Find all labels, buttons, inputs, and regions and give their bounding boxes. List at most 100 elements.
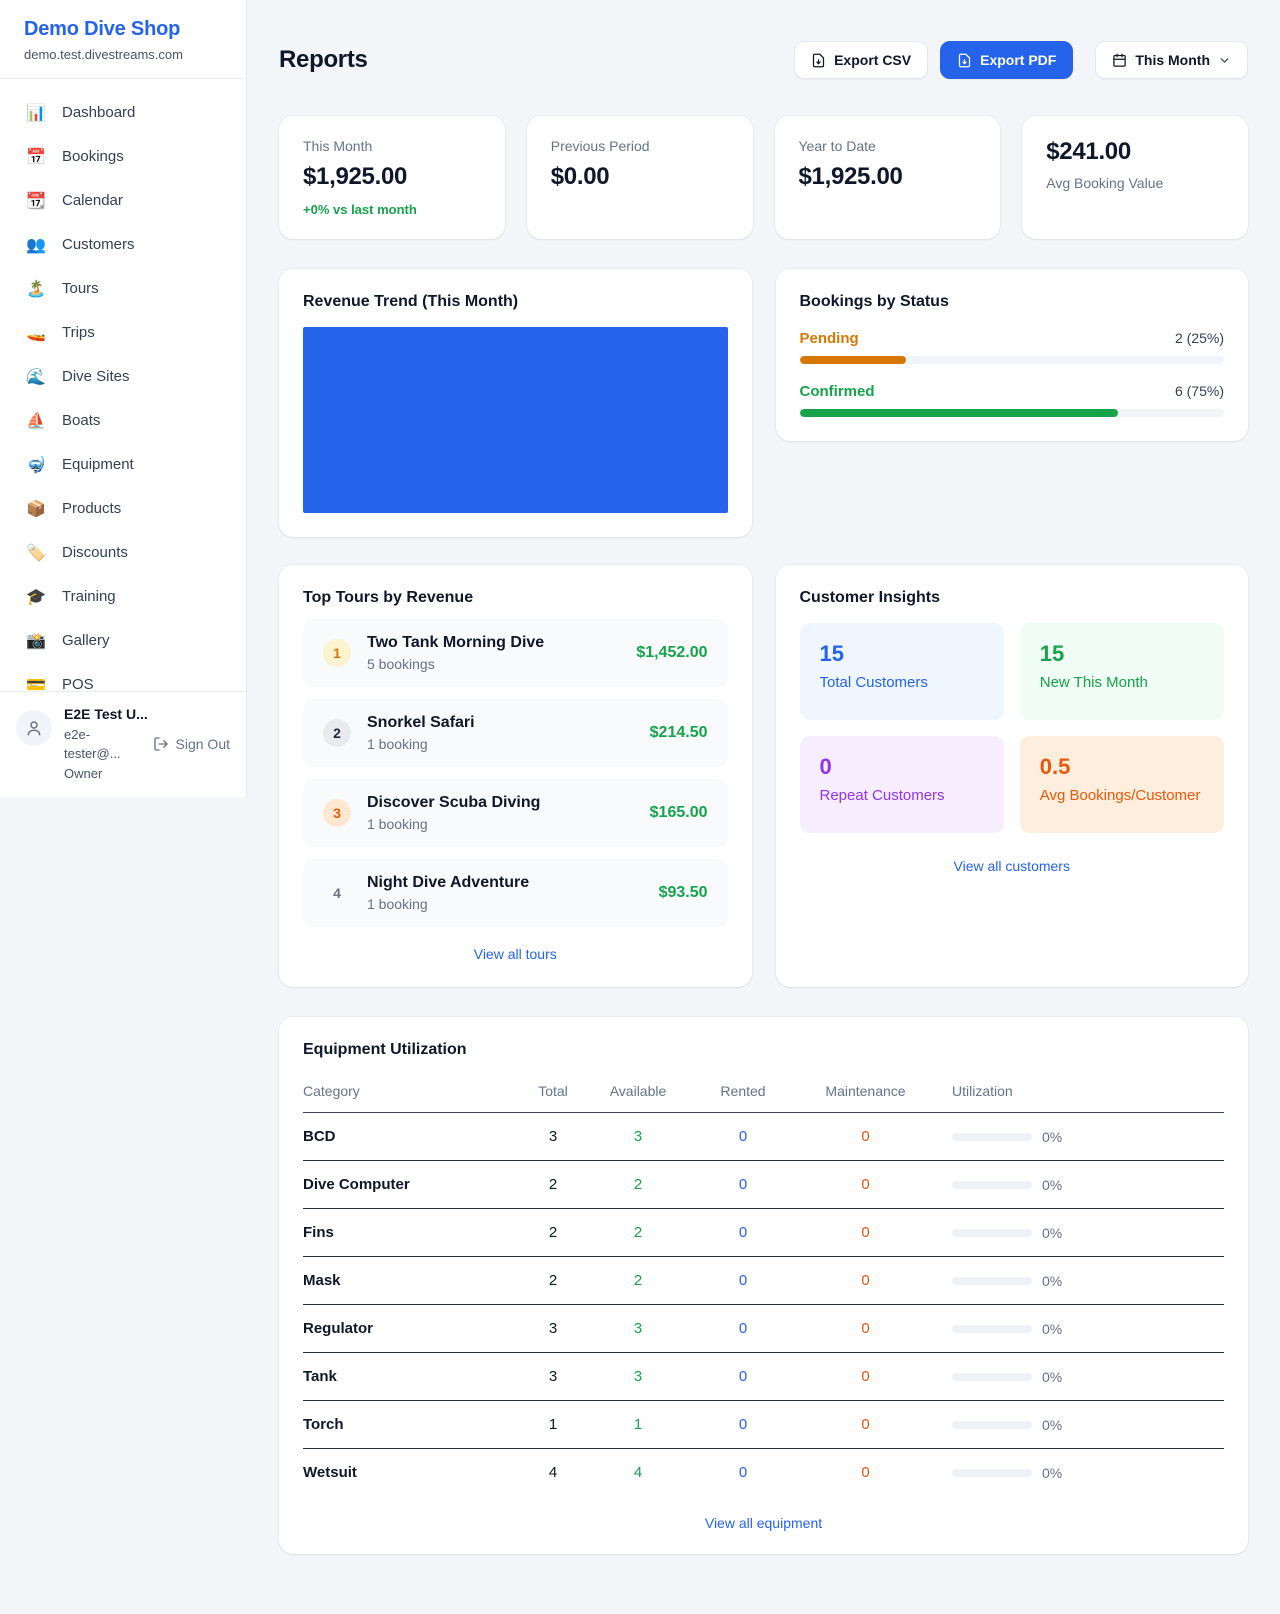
- status-bar-fill: [799, 356, 906, 365]
- cell-utilization: 0%: [928, 1304, 1224, 1354]
- insight-value: 15: [819, 641, 844, 667]
- sidebar-item-label: Gallery: [62, 632, 110, 649]
- insight-label: Repeat Customers: [819, 787, 945, 805]
- tour-info: Two Tank Morning Dive 5 bookings: [367, 634, 544, 672]
- utilization-percent: 0%: [1042, 1368, 1063, 1385]
- sidebar-item-gallery[interactable]: 📸 Gallery: [12, 621, 234, 660]
- sidebar-item-dive-sites[interactable]: 🌊 Dive Sites: [12, 357, 234, 396]
- equipment-table-header: Category Total Available Rented Maintenance U…: [303, 1067, 1224, 1114]
- view-all-customers-link[interactable]: View all customers: [800, 857, 1225, 875]
- utilization-bar: 0%: [952, 1321, 1224, 1337]
- brand-domain: demo.test.divestreams.com: [24, 47, 183, 62]
- insight-value: 15: [1039, 641, 1065, 667]
- export-pdf-button[interactable]: Export PDF: [940, 41, 1074, 80]
- cell-available: 3: [593, 1304, 683, 1354]
- view-all-equipment-link[interactable]: View all equipment: [303, 1514, 1224, 1532]
- tour-revenue: $93.50: [658, 884, 708, 902]
- cell-utilization: 0%: [928, 1352, 1224, 1402]
- camera-flash-icon: 📸: [26, 631, 46, 650]
- page-header: Reports Export CSV Export PDF: [279, 30, 1248, 90]
- status-row: Confirmed 6 (75%): [799, 383, 1225, 418]
- column-header-rented: Rented: [683, 1067, 803, 1114]
- cell-available: 2: [593, 1256, 683, 1306]
- utilization-bar: 0%: [952, 1129, 1224, 1145]
- user-email: e2e-tester@...: [64, 726, 121, 762]
- utilization-bar: 0%: [952, 1417, 1224, 1433]
- utilization-track: [952, 1228, 1032, 1237]
- tour-name: Two Tank Morning Dive: [367, 634, 545, 652]
- table-row: Fins 2 2 0 0 0%: [303, 1208, 1224, 1258]
- chevron-down-icon: [1218, 54, 1231, 67]
- calendar-icon: 📅: [26, 147, 46, 166]
- stat-label: Year to Date: [798, 138, 876, 155]
- file-download-icon: [811, 53, 826, 68]
- cell-available: 3: [593, 1112, 683, 1162]
- utilization-percent: 0%: [1042, 1272, 1063, 1289]
- sign-out-button[interactable]: Sign Out: [153, 734, 230, 755]
- cell-available: 2: [593, 1160, 683, 1210]
- sidebar-item-trips[interactable]: 🚤 Trips: [12, 313, 234, 352]
- top-tours-title: Top Tours by Revenue: [303, 589, 474, 607]
- column-header-maintenance: Maintenance: [803, 1067, 928, 1114]
- bar-chart-icon: 📊: [26, 103, 46, 122]
- stat-card: Previous Period $0.00: [526, 116, 753, 240]
- sidebar-item-products[interactable]: 📦 Products: [12, 489, 234, 528]
- utilization-percent: 0%: [1042, 1176, 1063, 1193]
- graduation-cap-icon: 🎓: [26, 587, 46, 606]
- sidebar-item-pos[interactable]: 💳 POS: [12, 665, 234, 704]
- table-row: Wetsuit 4 4 0 0 0%: [303, 1449, 1224, 1497]
- revenue-trend-title: Revenue Trend (This Month): [303, 293, 519, 311]
- sidebar-item-tours[interactable]: 🏝️ Tours: [12, 269, 234, 308]
- sidebar-item-bookings[interactable]: 📅 Bookings: [12, 137, 234, 176]
- stat-value: $1,925.00: [798, 163, 903, 191]
- utilization-track: [952, 1180, 1032, 1189]
- cell-maintenance: 0: [803, 1352, 928, 1402]
- cell-utilization: 0%: [928, 1208, 1224, 1258]
- cell-available: 3: [593, 1352, 683, 1402]
- status-head: Confirmed 6 (75%): [800, 383, 1225, 400]
- sidebar-item-customers[interactable]: 👥 Customers: [12, 225, 234, 264]
- logout-icon: [153, 736, 169, 752]
- stat-delta: +0% vs last month: [303, 202, 417, 218]
- sidebar-item-training[interactable]: 🎓 Training: [12, 577, 234, 616]
- sidebar-item-label: Bookings: [62, 148, 124, 165]
- stat-card: This Month $1,925.00 +0% vs last month: [279, 116, 505, 240]
- sidebar-nav: 📊 Dashboard 📅 Bookings 📆 Calendar 👥 Customers 🏝️…: [0, 79, 246, 704]
- cell-maintenance: 0: [803, 1160, 928, 1210]
- wave-icon: 🌊: [26, 367, 46, 386]
- sidebar-item-label: Customers: [62, 236, 135, 253]
- cell-category: Mask: [303, 1256, 513, 1306]
- sidebar-item-label: POS: [62, 676, 94, 693]
- sidebar-item-calendar[interactable]: 📆 Calendar: [12, 181, 234, 220]
- cell-category: Regulator: [303, 1304, 513, 1354]
- cell-rented: 0: [683, 1256, 803, 1306]
- tour-row: 1 Two Tank Morning Dive 5 bookings $1,452.0…: [303, 619, 728, 688]
- status-row: Pending 2 (25%): [799, 330, 1224, 365]
- period-dropdown[interactable]: This Month: [1095, 41, 1248, 80]
- utilization-percent: 0%: [1042, 1464, 1063, 1481]
- sidebar-item-dashboard[interactable]: 📊 Dashboard: [12, 93, 234, 132]
- status-bar-fill: [799, 409, 1118, 418]
- cell-maintenance: 0: [803, 1208, 928, 1258]
- file-download-icon: [957, 53, 972, 68]
- column-header-utilization: Utilization: [928, 1067, 1224, 1114]
- tour-name: Night Dive Adventure: [367, 874, 530, 892]
- cell-available: 2: [593, 1208, 683, 1258]
- export-csv-button[interactable]: Export CSV: [794, 41, 929, 80]
- sidebar-item-label: Training: [62, 588, 116, 605]
- status-bar-track: [799, 409, 1224, 418]
- table-row: Dive Computer 2 2 0 0 0%: [303, 1160, 1224, 1210]
- sidebar-item-discounts[interactable]: 🏷️ Discounts: [12, 533, 234, 572]
- insight-label: Avg Bookings/Customer: [1039, 787, 1201, 805]
- customer-insights-title: Customer Insights: [799, 589, 940, 607]
- view-all-tours-link[interactable]: View all tours: [303, 945, 728, 963]
- cell-utilization: 0%: [928, 1449, 1224, 1497]
- sidebar-item-label: Dive Sites: [62, 368, 130, 385]
- cell-category: Torch: [303, 1400, 513, 1450]
- stat-cards: This Month $1,925.00 +0% vs last month Prev…: [279, 116, 1248, 240]
- brand-name: Demo Dive Shop: [24, 18, 181, 40]
- status-count: 2 (25%): [1174, 330, 1224, 347]
- sidebar-item-boats[interactable]: ⛵ Boats: [12, 401, 234, 440]
- sidebar-item-equipment[interactable]: 🤿 Equipment: [12, 445, 234, 484]
- cell-total: 3: [513, 1112, 593, 1162]
